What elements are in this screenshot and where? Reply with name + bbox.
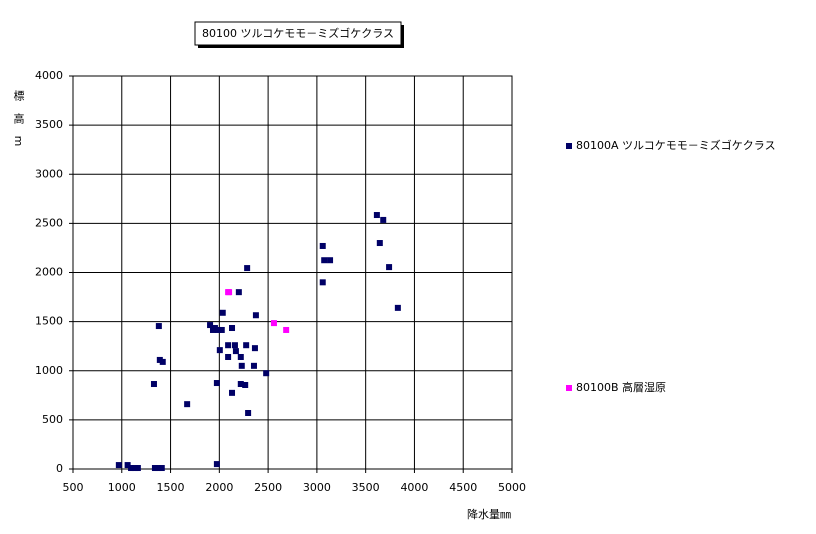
point: [216, 347, 223, 354]
point: [270, 320, 277, 327]
x-axis-label: 降水量㎜: [467, 507, 511, 521]
point: [229, 325, 236, 332]
x-tick-label: 2000: [205, 481, 233, 494]
y-tick-label: 3500: [35, 118, 63, 131]
point: [283, 326, 290, 333]
point: [115, 462, 122, 469]
y-tick-label: 3000: [35, 167, 63, 180]
point: [207, 322, 214, 329]
x-tick-label: 3000: [303, 481, 331, 494]
point: [242, 381, 249, 388]
point: [250, 362, 257, 369]
point: [386, 264, 393, 271]
point: [244, 265, 251, 272]
y-tick-label: 1500: [35, 315, 63, 328]
point: [380, 216, 387, 223]
point: [154, 465, 161, 472]
point: [128, 465, 135, 472]
chart-title: 80100 ツルコケモモ－ミズゴケクラス: [202, 26, 394, 40]
point: [319, 242, 326, 249]
point: [150, 381, 157, 388]
point: [184, 401, 191, 408]
point: [263, 370, 270, 377]
point: [158, 465, 165, 472]
point: [235, 289, 242, 296]
legend-label: 80100B 高層湿原: [576, 380, 666, 394]
point: [218, 326, 225, 333]
point: [134, 465, 141, 472]
point: [245, 409, 252, 416]
legend-label: 80100A ツルコケモモ－ミズゴケクラス: [576, 138, 776, 152]
point: [321, 257, 328, 264]
point: [327, 257, 334, 264]
y-tick-label: 4000: [35, 69, 63, 82]
x-tick-label: 5000: [498, 481, 526, 494]
y-tick-label: 500: [42, 413, 63, 426]
point: [373, 212, 380, 219]
point: [229, 389, 236, 396]
point: [159, 358, 166, 365]
x-tick-label: 3500: [352, 481, 380, 494]
point: [237, 381, 244, 388]
point: [238, 362, 245, 369]
point: [394, 304, 401, 311]
point: [319, 279, 326, 286]
point: [226, 289, 233, 296]
y-tick-label: 2500: [35, 216, 63, 229]
point: [219, 309, 226, 316]
legend-marker: [566, 143, 572, 149]
point: [214, 326, 221, 333]
x-tick-label: 4000: [400, 481, 428, 494]
y-tick-label: 1000: [35, 364, 63, 377]
y-axis-label: 標高m: [12, 88, 25, 158]
point: [225, 342, 232, 349]
point: [225, 353, 232, 360]
point: [124, 462, 131, 469]
y-tick-label: 0: [56, 462, 63, 475]
x-tick-label: 4500: [449, 481, 477, 494]
y-tick-label: 2000: [35, 266, 63, 279]
point: [231, 342, 238, 349]
x-tick-label: 1500: [157, 481, 185, 494]
point: [252, 312, 259, 319]
point: [237, 353, 244, 360]
x-tick-label: 2500: [254, 481, 282, 494]
point: [213, 461, 220, 468]
legend-marker: [566, 385, 572, 391]
point: [213, 380, 220, 387]
x-tick-label: 500: [63, 481, 84, 494]
x-tick-label: 1000: [108, 481, 136, 494]
point: [243, 342, 250, 349]
point: [232, 348, 239, 355]
title-box: [194, 21, 402, 46]
point: [155, 323, 162, 330]
point: [376, 240, 383, 247]
point: [251, 345, 258, 352]
